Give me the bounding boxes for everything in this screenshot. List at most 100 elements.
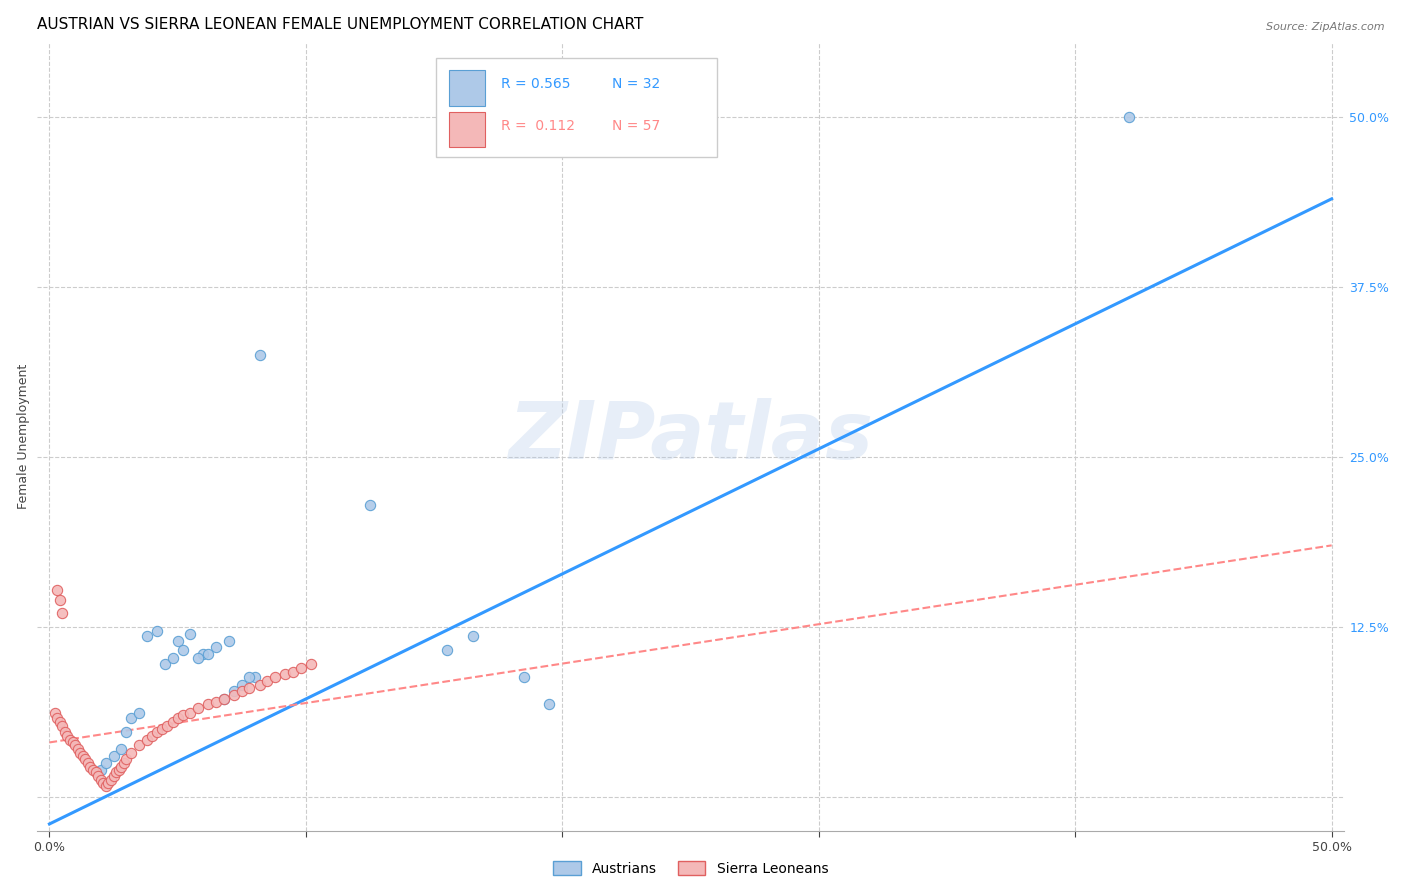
- Point: [166, 711, 188, 725]
- Point: [274, 667, 297, 681]
- Point: [59, 732, 82, 747]
- FancyBboxPatch shape: [436, 58, 717, 157]
- Point: [187, 651, 209, 665]
- Point: [110, 760, 132, 774]
- Point: [290, 661, 312, 675]
- Point: [238, 670, 260, 684]
- Point: [162, 714, 184, 729]
- Point: [249, 678, 271, 692]
- Point: [82, 763, 104, 777]
- Point: [197, 647, 219, 661]
- Text: R =  0.112: R = 0.112: [501, 120, 575, 133]
- Point: [172, 643, 194, 657]
- Point: [94, 756, 117, 770]
- Point: [66, 742, 89, 756]
- Point: [135, 629, 157, 643]
- Point: [107, 763, 129, 777]
- Point: [193, 647, 215, 661]
- Point: [110, 742, 132, 756]
- Point: [538, 698, 561, 712]
- Point: [513, 670, 536, 684]
- Point: [121, 747, 143, 761]
- FancyBboxPatch shape: [449, 112, 485, 147]
- Point: [172, 708, 194, 723]
- Point: [90, 763, 112, 777]
- Text: ZIPatlas: ZIPatlas: [508, 398, 873, 475]
- Point: [205, 640, 228, 655]
- Legend: Austrians, Sierra Leoneans: Austrians, Sierra Leoneans: [546, 855, 835, 883]
- Point: [112, 756, 135, 770]
- Point: [69, 747, 91, 761]
- Point: [75, 752, 97, 766]
- Point: [179, 626, 201, 640]
- Point: [162, 651, 184, 665]
- Point: [205, 695, 228, 709]
- Point: [636, 124, 658, 138]
- Point: [115, 752, 138, 766]
- Point: [166, 633, 188, 648]
- Text: AUSTRIAN VS SIERRA LEONEAN FEMALE UNEMPLOYMENT CORRELATION CHART: AUSTRIAN VS SIERRA LEONEAN FEMALE UNEMPL…: [37, 17, 643, 32]
- Point: [187, 701, 209, 715]
- Point: [48, 592, 70, 607]
- Point: [222, 688, 245, 702]
- Point: [105, 765, 128, 780]
- Point: [197, 698, 219, 712]
- Point: [46, 583, 69, 598]
- Point: [121, 711, 143, 725]
- Point: [84, 765, 107, 780]
- Point: [46, 711, 69, 725]
- Point: [94, 779, 117, 793]
- Point: [90, 773, 112, 788]
- Point: [115, 724, 138, 739]
- Point: [79, 760, 101, 774]
- Point: [72, 749, 94, 764]
- FancyBboxPatch shape: [449, 70, 485, 105]
- Point: [63, 738, 86, 752]
- Point: [281, 665, 304, 679]
- Point: [238, 681, 260, 695]
- Point: [141, 729, 163, 743]
- Point: [222, 683, 245, 698]
- Point: [135, 732, 157, 747]
- Point: [44, 706, 66, 720]
- Point: [256, 674, 278, 689]
- Point: [77, 756, 100, 770]
- Point: [128, 738, 150, 752]
- Point: [231, 678, 253, 692]
- Point: [1118, 111, 1140, 125]
- Point: [179, 706, 201, 720]
- Point: [212, 692, 235, 706]
- Point: [146, 724, 169, 739]
- Point: [436, 643, 458, 657]
- Point: [91, 776, 114, 790]
- Point: [231, 683, 253, 698]
- Point: [62, 735, 84, 749]
- Point: [299, 657, 322, 671]
- Point: [103, 749, 125, 764]
- Point: [146, 624, 169, 638]
- Point: [100, 773, 122, 788]
- Point: [264, 670, 287, 684]
- Point: [218, 633, 240, 648]
- Text: Source: ZipAtlas.com: Source: ZipAtlas.com: [1267, 22, 1385, 32]
- Point: [103, 769, 125, 783]
- Point: [51, 607, 73, 621]
- Point: [153, 657, 176, 671]
- Point: [156, 719, 179, 733]
- Point: [128, 706, 150, 720]
- Text: R = 0.565: R = 0.565: [501, 78, 571, 91]
- Point: [461, 629, 484, 643]
- Text: N = 57: N = 57: [612, 120, 661, 133]
- Point: [53, 724, 76, 739]
- Point: [243, 670, 266, 684]
- Point: [249, 348, 271, 362]
- Point: [56, 729, 79, 743]
- Text: N = 32: N = 32: [612, 78, 661, 91]
- Point: [97, 776, 120, 790]
- Point: [212, 692, 235, 706]
- Point: [51, 719, 73, 733]
- Point: [48, 714, 70, 729]
- Y-axis label: Female Unemployment: Female Unemployment: [17, 364, 30, 509]
- Point: [87, 769, 110, 783]
- Point: [150, 722, 173, 736]
